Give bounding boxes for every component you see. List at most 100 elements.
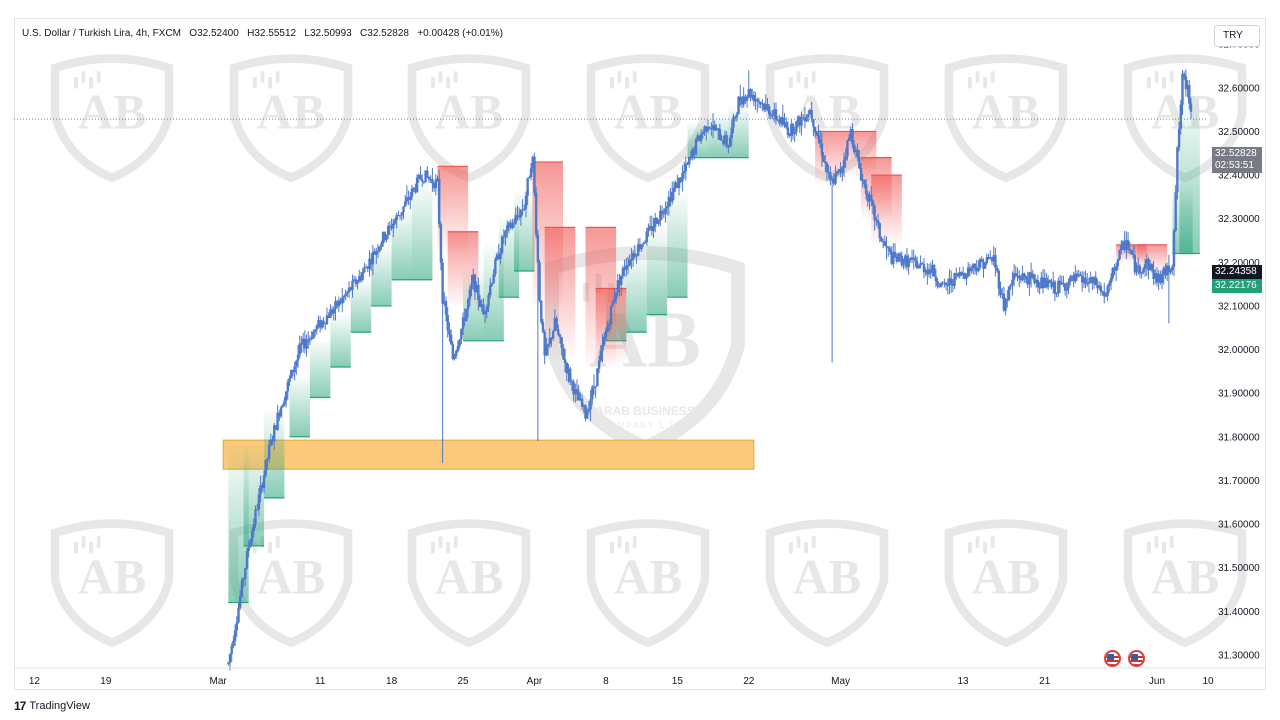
watermark-text: ARAB BUSINESS <box>595 404 694 418</box>
candle-body <box>519 210 523 218</box>
candle-body <box>995 267 999 271</box>
candle-body <box>803 117 807 122</box>
candle-body <box>1011 279 1014 286</box>
candle-body <box>468 289 472 300</box>
candle-body <box>875 219 878 221</box>
candle-body <box>749 89 752 98</box>
candle-body <box>859 168 863 181</box>
candle-body <box>490 283 494 286</box>
candle-body <box>689 156 693 158</box>
candle-body <box>819 138 822 144</box>
candle-body <box>589 399 592 410</box>
candle-body <box>754 99 757 102</box>
currency-button[interactable]: TRY <box>1214 25 1260 47</box>
candle-body <box>497 254 500 260</box>
price-axis-label: 31.30000 <box>1218 650 1260 661</box>
candle-body <box>638 244 642 250</box>
candle-body <box>329 309 332 318</box>
bear-trail-segment <box>871 175 902 245</box>
candle-body <box>900 256 904 266</box>
candle-body <box>829 172 832 181</box>
candle-body <box>553 318 557 332</box>
candle-body <box>417 174 421 178</box>
candle-body <box>386 226 390 236</box>
candle-body <box>439 224 443 263</box>
candle-body <box>1138 266 1142 274</box>
footer-brand[interactable]: 17 TradingView <box>14 699 90 713</box>
candle-body <box>883 241 887 246</box>
candle-body <box>750 95 754 98</box>
candle-body <box>708 127 711 129</box>
candle-body <box>580 398 584 407</box>
candle-body <box>455 350 458 356</box>
candle-body <box>558 334 562 338</box>
candle-body <box>390 225 393 229</box>
candle-body <box>664 208 667 214</box>
candle-body <box>677 177 681 189</box>
candle-body <box>551 331 555 339</box>
candle-body <box>227 662 230 664</box>
candle-body <box>419 174 422 180</box>
candle-body <box>557 329 560 335</box>
candle-body <box>1189 103 1193 112</box>
candle-body <box>1182 73 1186 77</box>
svg-text:AB: AB <box>78 549 147 604</box>
candle-body <box>895 257 898 262</box>
candle-body <box>958 271 961 277</box>
candle-body <box>773 109 776 115</box>
us-flag-event-icon[interactable] <box>1128 650 1145 667</box>
candle-body <box>1006 299 1009 301</box>
candle-body <box>963 273 966 279</box>
watermark-shield-icon: AB <box>586 54 710 183</box>
candle-body <box>233 630 237 641</box>
candle-body <box>349 287 352 290</box>
candle-body <box>1123 241 1126 250</box>
candle-body <box>397 215 400 217</box>
candle-body <box>640 244 643 250</box>
candle-body <box>824 161 827 164</box>
price-axis-label: 31.70000 <box>1218 476 1260 487</box>
us-flag-event-icon[interactable] <box>1104 650 1121 667</box>
candle-body <box>1082 277 1086 283</box>
candle-body <box>650 225 654 232</box>
bull-trail-segment <box>514 192 535 272</box>
candle-body <box>560 337 563 349</box>
candle-body <box>774 109 778 120</box>
time-axis-label: 10 <box>1202 676 1214 687</box>
candle-body <box>301 338 305 345</box>
candle-body <box>478 300 482 307</box>
candle-body <box>283 400 286 406</box>
candle-body <box>868 194 871 202</box>
candle-body <box>448 330 451 335</box>
candle-body <box>1045 277 1048 288</box>
time-axis: 12 19 Mar 11 18 25 Apr 8 15 22 May 13 21 Jun 10 <box>29 676 1214 687</box>
candle-body <box>262 475 266 489</box>
candle-body <box>987 256 990 259</box>
candle-body <box>657 220 660 224</box>
candle-body <box>533 156 536 193</box>
candle-body <box>1026 279 1029 285</box>
candle-body <box>405 197 409 202</box>
candle-body <box>1148 264 1152 271</box>
candle-body <box>278 412 281 417</box>
bull-trail-segment <box>1179 96 1200 254</box>
candle-body <box>550 337 553 339</box>
candle-body <box>570 381 574 383</box>
legend-open: 32.52400 <box>197 28 239 39</box>
candle-body <box>904 255 907 264</box>
candle-body <box>1184 76 1188 90</box>
candle-body <box>994 255 997 268</box>
candle-body <box>463 317 466 321</box>
candle-body <box>847 137 851 141</box>
candle-body <box>308 338 312 340</box>
legend-close: 32.52828 <box>367 28 409 39</box>
svg-text:AB: AB <box>435 549 504 604</box>
candle-body <box>290 370 293 379</box>
candle-body <box>915 261 919 269</box>
svg-text:AB: AB <box>257 84 326 139</box>
candle-body <box>825 163 829 172</box>
candle-body <box>574 388 577 395</box>
candle-body <box>453 355 456 360</box>
candle-body <box>1159 273 1162 283</box>
